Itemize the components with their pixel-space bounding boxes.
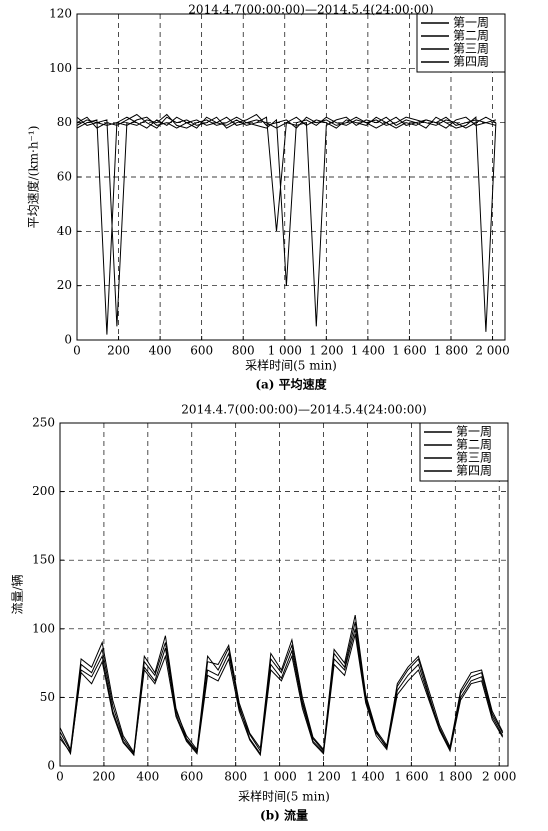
- y-tick-label: 80: [57, 115, 72, 129]
- y-tick-label: 100: [49, 61, 72, 75]
- y-tick-label: 200: [32, 484, 55, 498]
- x-tick-label: 1 800: [438, 770, 472, 784]
- x-tick-label: 1 600: [394, 770, 428, 784]
- x-tick-label: 400: [149, 344, 172, 358]
- legend-label: 第三周: [453, 42, 489, 56]
- y-tick-label: 250: [32, 416, 55, 430]
- y-tick-label: 60: [57, 170, 72, 184]
- y-tick-label: 150: [32, 553, 55, 567]
- caption: (b) 流量: [260, 808, 308, 823]
- x-tick-label: 1 400: [350, 770, 384, 784]
- x-tick-label: 400: [136, 770, 159, 784]
- series-line: [59, 614, 504, 754]
- series-line: [76, 113, 497, 129]
- y-tick-label: 50: [40, 690, 55, 704]
- x-tick-label: 0: [56, 770, 64, 784]
- x-axis-label: 采样时间(5 min): [238, 789, 330, 804]
- chart-title: 2014.4.7(00:00:00)—2014.5.4(24:00:00): [181, 403, 426, 417]
- legend-label: 第一周: [453, 16, 489, 30]
- x-tick-label: 800: [232, 344, 255, 358]
- x-tick-label: 200: [92, 770, 115, 784]
- caption: (a) 平均速度: [255, 377, 327, 392]
- x-tick-label: 0: [73, 344, 81, 358]
- y-tick-label: 0: [64, 333, 72, 347]
- x-tick-label: 1 000: [262, 770, 296, 784]
- y-axis-label: 平均速度/(km·h⁻¹): [26, 126, 41, 229]
- x-tick-label: 600: [190, 344, 213, 358]
- x-tick-label: 1 000: [268, 344, 302, 358]
- x-tick-label: 600: [180, 770, 203, 784]
- x-tick-label: 1 200: [306, 770, 340, 784]
- series-line: [76, 113, 497, 327]
- legend-label: 第三周: [456, 451, 492, 465]
- legend-label: 第四周: [453, 55, 489, 69]
- y-tick-label: 40: [57, 224, 72, 238]
- x-tick-label: 200: [107, 344, 130, 358]
- legend-label: 第二周: [453, 29, 489, 43]
- y-tick-label: 120: [49, 7, 72, 21]
- y-tick-label: 20: [57, 278, 72, 292]
- x-tick-label: 1 800: [434, 344, 468, 358]
- series-line: [76, 116, 497, 335]
- legend-label: 第四周: [456, 464, 492, 478]
- series-line: [59, 621, 504, 756]
- series-line: [76, 116, 497, 332]
- y-tick-label: 100: [32, 621, 55, 635]
- x-tick-label: 1 200: [309, 344, 343, 358]
- legend-label: 第一周: [456, 425, 492, 439]
- legend-label: 第二周: [456, 438, 492, 452]
- series-line: [59, 628, 504, 757]
- x-tick-label: 1 400: [351, 344, 385, 358]
- x-axis-label: 采样时间(5 min): [245, 358, 337, 373]
- x-tick-label: 2 000: [475, 344, 509, 358]
- series-line: [59, 634, 504, 757]
- plot-frame: [76, 13, 506, 341]
- chart-title: 2014.4.7(00:00:00)—2014.5.4(24:00:00): [188, 3, 433, 17]
- y-axis-label: 流量/辆: [11, 574, 25, 614]
- y-tick-label: 0: [47, 759, 55, 773]
- x-tick-label: 2 000: [482, 770, 516, 784]
- x-tick-label: 1 600: [392, 344, 426, 358]
- x-tick-label: 800: [224, 770, 247, 784]
- plot-frame: [59, 422, 509, 767]
